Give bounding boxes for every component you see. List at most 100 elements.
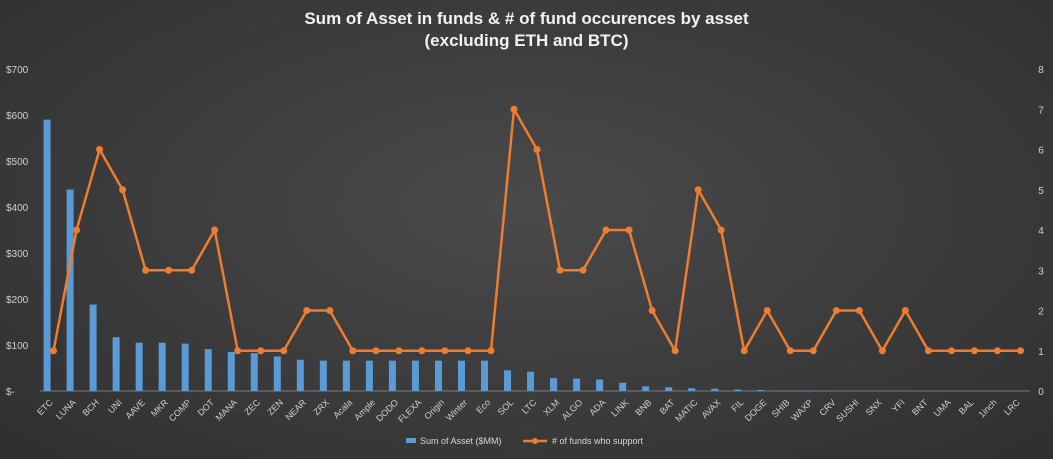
line-point xyxy=(878,347,886,355)
category-label: LRC xyxy=(1002,397,1022,417)
line-point xyxy=(441,347,449,355)
bar xyxy=(250,353,258,391)
line-point xyxy=(763,307,771,314)
line-point xyxy=(418,347,426,355)
bar xyxy=(711,388,719,391)
line-point xyxy=(579,266,587,274)
legend: Sum of Asset ($MM) # of funds who suppor… xyxy=(406,436,644,446)
category-label: SUSHI xyxy=(834,397,861,424)
category-label: WAXP xyxy=(789,397,815,423)
category-label: BNT xyxy=(910,397,930,417)
category-label: LUNA xyxy=(54,397,78,421)
right-axis-tick-label: 1 xyxy=(1038,347,1044,358)
line-point xyxy=(257,347,265,355)
bar xyxy=(457,360,465,391)
bar xyxy=(757,390,765,391)
left-axis-tick-label: $700 xyxy=(6,65,29,76)
category-label: MATIC xyxy=(673,397,700,424)
bar xyxy=(158,342,166,391)
category-label: ZEC xyxy=(242,397,262,417)
line-point xyxy=(487,347,495,355)
category-label: SNX xyxy=(864,397,884,417)
category-label: Acala xyxy=(331,397,354,420)
line-point xyxy=(648,307,656,314)
bar xyxy=(66,189,74,391)
bar xyxy=(688,388,696,391)
left-axis-tick-label: $300 xyxy=(6,249,29,260)
line-point xyxy=(602,226,610,234)
right-axis-tick-label: 0 xyxy=(1038,387,1044,398)
bar xyxy=(550,378,558,391)
left-axis-tick-label: $100 xyxy=(6,341,29,352)
bar xyxy=(434,360,442,391)
line-point xyxy=(165,266,173,274)
category-label: UMA xyxy=(932,397,953,418)
line-point xyxy=(740,347,748,355)
line-point xyxy=(717,226,725,234)
category-label: AVAX xyxy=(699,397,722,420)
line-point xyxy=(96,146,104,153)
line-point xyxy=(556,266,564,274)
right-axis-ticks: 0 1 2 3 4 5 6 7 8 xyxy=(1038,65,1044,398)
bar xyxy=(135,342,143,391)
category-label: FIL xyxy=(729,397,745,413)
bar xyxy=(481,360,489,391)
line-point xyxy=(372,347,380,355)
line-point xyxy=(786,347,794,355)
line-point xyxy=(993,347,1001,355)
bar xyxy=(527,371,535,391)
right-axis-tick-label: 4 xyxy=(1038,226,1044,237)
category-label: FLEXA xyxy=(396,397,423,424)
category-label: ETC xyxy=(35,397,55,417)
bar xyxy=(665,387,673,391)
category-label: MANA xyxy=(214,397,239,422)
category-label: DODO xyxy=(374,397,400,423)
bar xyxy=(273,356,281,391)
bar xyxy=(342,360,350,391)
line-point xyxy=(188,266,196,274)
bar xyxy=(319,360,327,391)
line-point xyxy=(832,307,840,314)
line-series xyxy=(52,105,1021,355)
line-point xyxy=(970,347,978,355)
left-axis-tick-label: $400 xyxy=(6,203,29,214)
category-label: NEAR xyxy=(283,397,308,422)
bar xyxy=(112,337,120,391)
right-axis-tick-label: 6 xyxy=(1038,146,1044,157)
category-label: COMP xyxy=(167,397,193,423)
line-point xyxy=(809,347,817,355)
line-point xyxy=(947,347,955,355)
legend-bar-swatch xyxy=(406,438,416,443)
bar xyxy=(43,119,51,391)
category-label: Ample xyxy=(352,397,377,422)
line-point xyxy=(901,307,909,314)
line-point xyxy=(119,186,127,194)
category-label: CRV xyxy=(817,397,837,417)
left-axis-tick-label: $- xyxy=(6,387,15,398)
line-point xyxy=(855,307,863,314)
bar xyxy=(89,304,97,391)
bar xyxy=(596,379,604,391)
left-axis-ticks: $- $100 $200 $300 $400 $500 $600 $700 xyxy=(6,65,29,398)
legend-line-marker xyxy=(532,438,538,444)
line-point xyxy=(280,347,288,355)
line-point xyxy=(142,266,150,274)
bar xyxy=(504,370,512,391)
category-label: ALGO xyxy=(560,397,585,422)
line-point xyxy=(326,307,334,314)
line-point xyxy=(303,307,311,314)
right-axis-tick-label: 2 xyxy=(1038,307,1044,318)
category-label: BAL xyxy=(957,397,976,416)
line-point xyxy=(924,347,932,355)
line-point xyxy=(694,186,702,194)
category-label: YFI xyxy=(890,397,907,414)
left-axis-tick-label: $500 xyxy=(6,157,29,168)
bar xyxy=(388,360,396,391)
bar xyxy=(734,389,742,391)
line-point xyxy=(234,347,242,355)
line-point xyxy=(464,347,472,355)
category-label: ADA xyxy=(587,397,607,417)
right-axis-tick-label: 3 xyxy=(1038,266,1044,277)
left-axis-tick-label: $600 xyxy=(6,111,29,122)
